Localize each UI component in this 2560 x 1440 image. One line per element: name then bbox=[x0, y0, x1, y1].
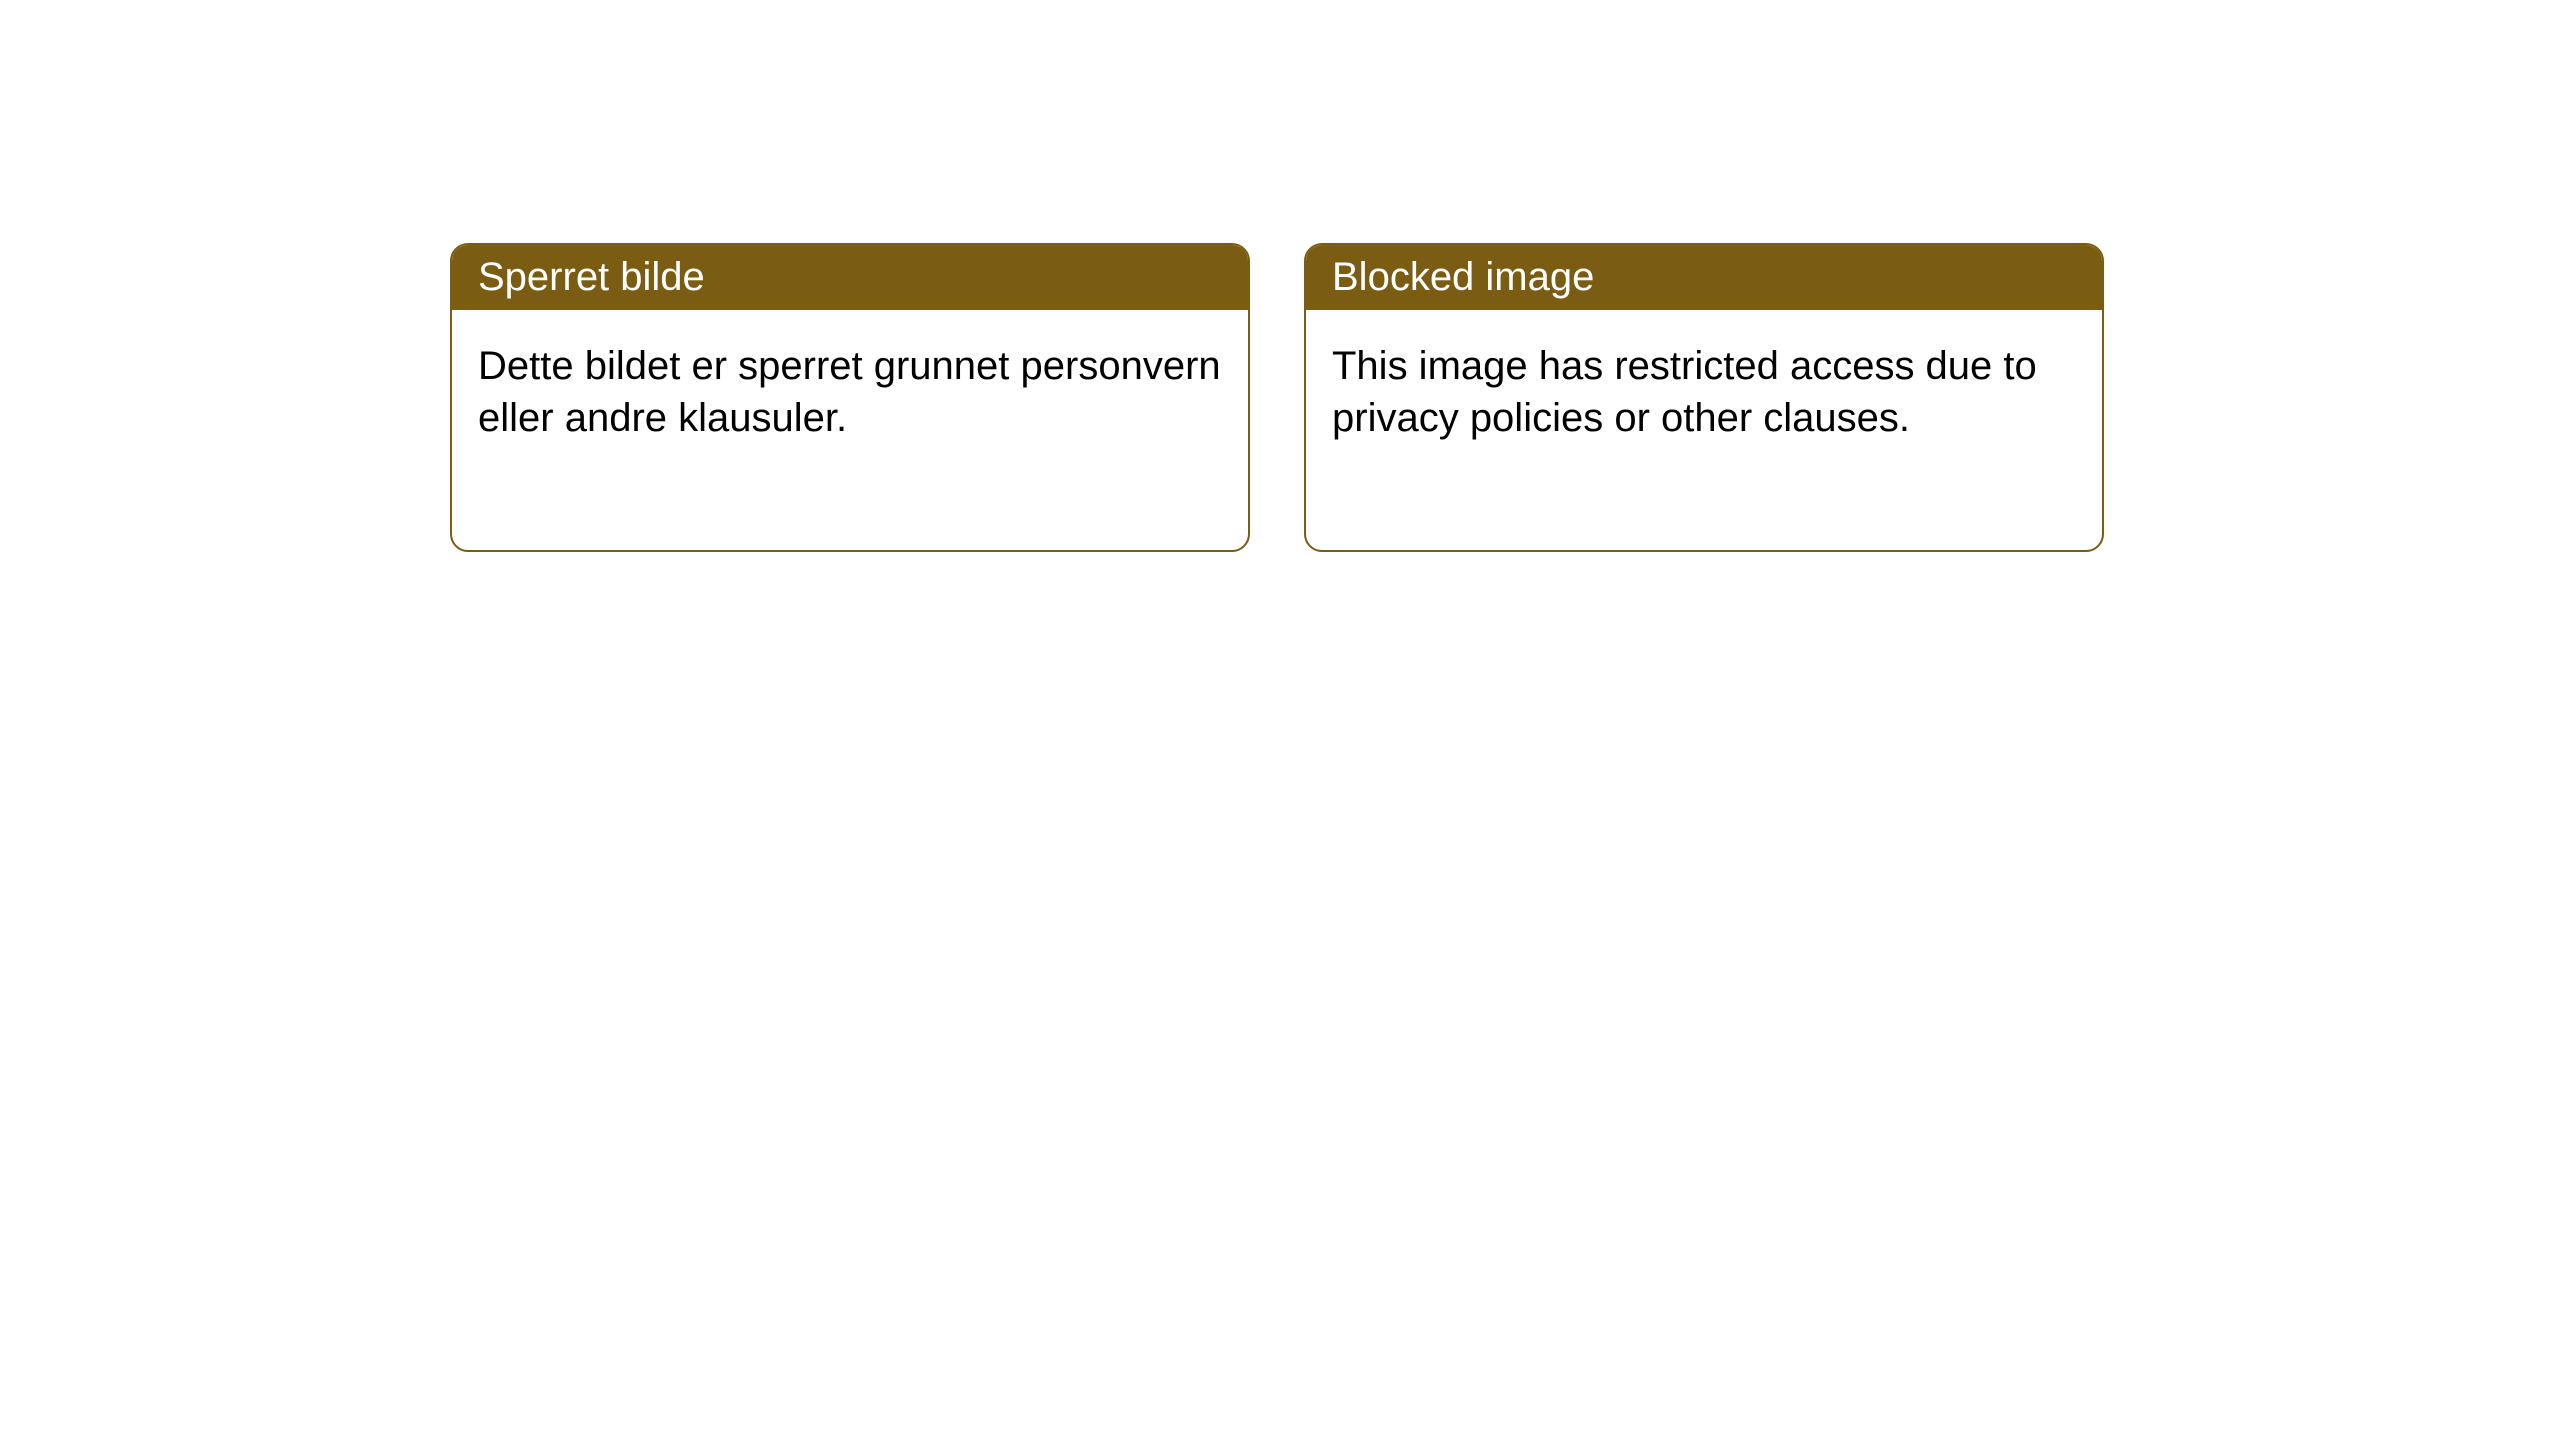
card-title-norwegian: Sperret bilde bbox=[478, 255, 705, 299]
card-body-english: This image has restricted access due to … bbox=[1306, 310, 2102, 550]
card-header-norwegian: Sperret bilde bbox=[452, 245, 1248, 310]
card-header-english: Blocked image bbox=[1306, 245, 2102, 310]
cards-container: Sperret bilde Dette bildet er sperret gr… bbox=[450, 243, 2104, 552]
card-english: Blocked image This image has restricted … bbox=[1304, 243, 2104, 552]
card-body-text-english: This image has restricted access due to … bbox=[1332, 344, 2037, 440]
card-norwegian: Sperret bilde Dette bildet er sperret gr… bbox=[450, 243, 1250, 552]
card-body-text-norwegian: Dette bildet er sperret grunnet personve… bbox=[478, 344, 1221, 440]
card-title-english: Blocked image bbox=[1332, 255, 1594, 299]
card-body-norwegian: Dette bildet er sperret grunnet personve… bbox=[452, 310, 1248, 550]
